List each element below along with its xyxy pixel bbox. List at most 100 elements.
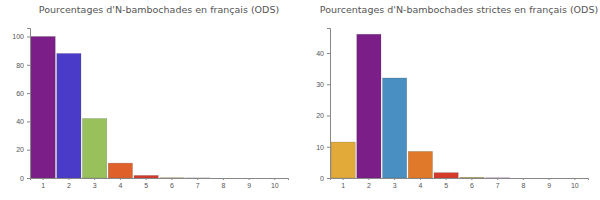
x-tick-label: 8 (521, 182, 525, 189)
x-tick-label: 2 (67, 182, 71, 189)
y-tick-label: 100 (12, 33, 24, 40)
y-tick-mark (327, 116, 330, 117)
y-tick-mark (27, 150, 30, 151)
x-tick: 1 (41, 178, 45, 189)
x-tick: 5 (444, 178, 448, 189)
y-axis-line (27, 29, 31, 179)
x-tick-mark (420, 178, 421, 180)
x-tick: 10 (571, 178, 579, 189)
x-tick-mark (68, 178, 69, 180)
y-tick-label: 10 (316, 143, 324, 150)
x-axis: 12345678910 (331, 178, 589, 189)
x-tick-label: 10 (271, 182, 279, 189)
chart-panel: Pourcentages d'N-bambochades en français… (12, 4, 288, 189)
x-tick-mark (249, 178, 250, 180)
x-tick-label: 6 (170, 182, 174, 189)
x-tick: 7 (496, 178, 500, 189)
y-tick-mark (327, 178, 330, 179)
x-tick-label: 4 (118, 182, 122, 189)
y-tick-mark (327, 147, 330, 148)
x-tick-label: 3 (393, 182, 397, 189)
bar (211, 178, 235, 179)
x-tick-mark (523, 178, 524, 180)
x-tick-mark (497, 178, 498, 180)
x-tick: 8 (521, 178, 525, 189)
bar (331, 142, 355, 178)
x-tick-mark (574, 178, 575, 180)
plot-area: 01020304012345678910 (316, 29, 588, 189)
x-tick-label: 5 (144, 182, 148, 189)
y-tick-mark (27, 121, 30, 122)
y-tick: 40 (316, 50, 330, 57)
bar (537, 178, 561, 179)
x-axis: 1 2 3 4 5 6 7 8 9 10 (31, 178, 289, 189)
y-tick: 10 (316, 143, 330, 150)
x-tick-mark (94, 178, 95, 180)
y-tick: 40 (16, 118, 30, 125)
x-tick: 5 (144, 178, 148, 189)
bar (563, 178, 587, 179)
plot-area: 0 20 40 60 80 100 1 2 3 4 5 6 7 8 9 10 (12, 29, 288, 189)
y-tick: 100 (12, 33, 30, 40)
y-axis-line (327, 29, 331, 179)
x-tick-mark (394, 178, 395, 180)
y-tick-mark (327, 53, 330, 54)
x-tick-label: 7 (496, 182, 500, 189)
x-tick-mark (43, 178, 44, 180)
bar (134, 175, 158, 178)
bar (57, 53, 81, 178)
x-tick: 10 (271, 178, 279, 189)
x-tick-mark (197, 178, 198, 180)
chart-title: Pourcentages d'N-bambochades en français… (39, 4, 279, 15)
x-tick-mark (274, 178, 275, 180)
x-tick: 3 (93, 178, 97, 189)
bar (83, 119, 107, 178)
y-tick-label: 40 (316, 50, 324, 57)
y-axis: 0 10 20 30 40 (316, 29, 330, 182)
y-tick-mark (27, 178, 30, 179)
bar (486, 177, 510, 178)
bar (237, 178, 261, 179)
y-tick-label: 40 (16, 118, 24, 125)
x-tick-mark (223, 178, 224, 180)
x-tick: 7 (196, 178, 200, 189)
x-tick-label: 7 (196, 182, 200, 189)
x-tick-label: 9 (247, 182, 251, 189)
bar (357, 34, 381, 178)
x-tick: 8 (221, 178, 225, 189)
bar (186, 177, 210, 178)
y-tick-mark (27, 36, 30, 37)
x-tick-label: 9 (547, 182, 551, 189)
bar (434, 173, 458, 178)
y-tick-mark (327, 84, 330, 85)
y-tick-label: 0 (20, 175, 24, 182)
y-tick-label: 20 (16, 146, 24, 153)
x-tick-label: 4 (418, 182, 422, 189)
y-tick: 80 (16, 62, 30, 69)
bar (108, 163, 132, 178)
y-axis: 0 20 40 60 80 100 (12, 29, 30, 182)
y-tick-label: 60 (16, 90, 24, 97)
bars (331, 34, 510, 178)
y-tick-label: 30 (316, 81, 324, 88)
y-tick-mark (27, 65, 30, 66)
bar (408, 151, 432, 178)
x-axis-line (31, 179, 289, 181)
y-tick: 0 (320, 175, 330, 182)
y-tick: 30 (316, 81, 330, 88)
x-tick-mark (146, 178, 147, 180)
y-tick-label: 20 (316, 112, 324, 119)
x-tick-mark (446, 178, 447, 180)
x-tick-label: 1 (341, 182, 345, 189)
x-tick: 9 (247, 178, 251, 189)
bar (383, 78, 407, 178)
x-tick-mark (549, 178, 550, 180)
x-tick: 1 (341, 178, 345, 189)
x-tick: 2 (67, 178, 71, 189)
x-tick-label: 5 (444, 182, 448, 189)
x-axis-line (331, 179, 589, 181)
x-tick-mark (171, 178, 172, 180)
x-tick-mark (343, 178, 344, 180)
x-tick: 2 (367, 178, 371, 189)
chart-title: Pourcentages d'N-bambochades strictes en… (320, 4, 598, 15)
